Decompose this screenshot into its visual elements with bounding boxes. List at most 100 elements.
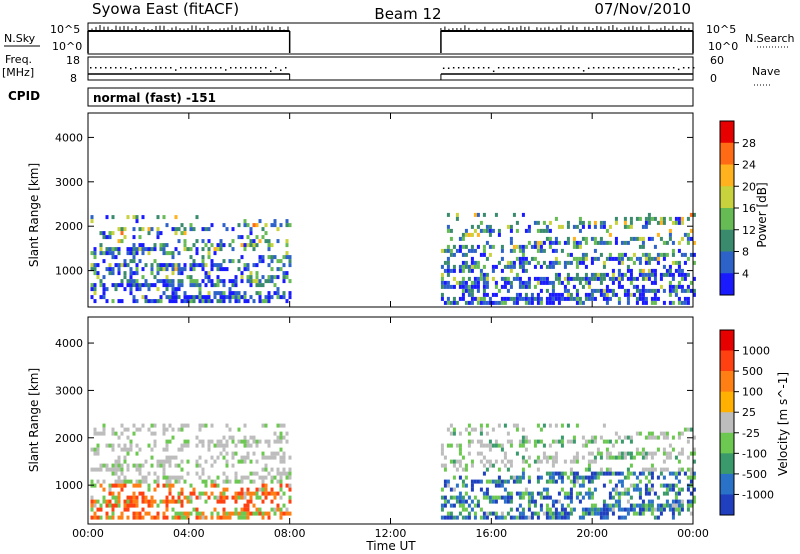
echo-cell: [674, 455, 678, 460]
echo-cell: [689, 491, 693, 496]
echo-cell: [207, 291, 211, 296]
freq-dot: [165, 67, 167, 69]
echo-cell: [240, 271, 244, 276]
echo-cell: [111, 467, 115, 472]
echo-cell: [476, 280, 480, 285]
colorbar-swatch: [720, 391, 734, 413]
echo-cell: [542, 260, 546, 265]
echo-cell: [192, 491, 196, 496]
echo-cell: [647, 288, 651, 293]
echo-cell: [461, 292, 465, 297]
freq-dot: [692, 67, 695, 69]
echo-cell: [255, 235, 259, 240]
echo-cell: [222, 279, 226, 284]
echo-cell: [201, 255, 205, 260]
echo-cell: [686, 439, 690, 444]
echo-cell: [611, 487, 615, 492]
echo-cell: [159, 267, 163, 272]
echo-cell: [183, 267, 187, 272]
echo-cell: [96, 431, 100, 436]
freq-dot: [677, 68, 680, 71]
echo-cell: [198, 295, 202, 300]
echo-cell: [611, 280, 615, 285]
echo-cell: [518, 244, 522, 249]
echo-cell: [641, 499, 645, 504]
echo-cell: [548, 280, 552, 285]
echo-cell: [506, 439, 510, 444]
echo-cell: [542, 511, 546, 516]
colorbar-tick-label: -25: [742, 427, 760, 440]
echo-cell: [485, 284, 489, 289]
echo-cell: [509, 296, 513, 301]
echo-cell: [545, 491, 549, 496]
echo-cell: [524, 300, 528, 305]
echo-cell: [258, 439, 262, 444]
echo-cell: [470, 463, 474, 468]
echo-cell: [228, 435, 232, 440]
echo-cell: [569, 487, 573, 492]
echo-cell: [632, 276, 636, 281]
echo-cell: [198, 463, 202, 468]
echo-cell: [566, 503, 570, 508]
echo-cell: [129, 443, 133, 448]
echo-cell: [120, 431, 124, 436]
echo-cell: [554, 455, 558, 460]
echo-cell: [644, 276, 648, 281]
echo-cell: [264, 483, 268, 488]
echo-cell: [192, 259, 196, 264]
echo-cell: [533, 256, 537, 261]
freq-dot: [667, 67, 670, 69]
echo-cell: [647, 260, 651, 265]
echo-cell: [638, 503, 642, 508]
echo-cell: [656, 475, 660, 480]
echo-cell: [644, 451, 648, 456]
echo-cell: [647, 471, 651, 476]
echo-cell: [189, 263, 193, 268]
echo-cell: [587, 463, 591, 468]
echo-cell: [671, 507, 675, 512]
echo-cell: [108, 271, 112, 276]
echo-cell: [641, 300, 645, 305]
echo-cell: [135, 511, 139, 516]
echo-cell: [452, 268, 456, 273]
echo-cell: [566, 495, 570, 500]
echo-cell: [581, 495, 585, 500]
echo-cell: [443, 495, 447, 500]
echo-cell: [530, 511, 534, 516]
echo-cell: [545, 515, 549, 520]
echo-cell: [99, 279, 103, 284]
echo-cell: [692, 475, 696, 480]
echo-cell: [153, 471, 157, 476]
echo-cell: [560, 435, 564, 440]
echo-cell: [264, 299, 268, 304]
echo-cell: [680, 447, 684, 452]
echo-cell: [566, 511, 570, 516]
echo-cell: [135, 467, 139, 472]
echo-cell: [566, 288, 570, 293]
echo-cell: [99, 295, 103, 300]
echo-cell: [560, 296, 564, 301]
echo-cell: [177, 279, 181, 284]
echo-cell: [464, 515, 468, 520]
echo-cell: [267, 491, 271, 496]
echo-cell: [105, 267, 109, 272]
echo-cell: [108, 443, 112, 448]
freq-dot: [562, 67, 565, 69]
echo-cell: [177, 271, 181, 276]
echo-cell: [285, 275, 289, 280]
freq-dot: [472, 67, 475, 69]
echo-cell: [102, 487, 106, 492]
echo-cell: [560, 423, 564, 428]
echo-cell: [686, 427, 690, 432]
echo-cell: [270, 255, 274, 260]
echo-cell: [554, 256, 558, 261]
echo-cell: [159, 263, 163, 268]
freq-dot: [235, 67, 237, 69]
echo-cell: [132, 515, 136, 520]
echo-cell: [605, 455, 609, 460]
echo-cell: [246, 263, 250, 268]
echo-cell: [449, 511, 453, 516]
echo-cell: [153, 243, 157, 248]
echo-cell: [548, 264, 552, 269]
echo-cell: [476, 224, 480, 229]
